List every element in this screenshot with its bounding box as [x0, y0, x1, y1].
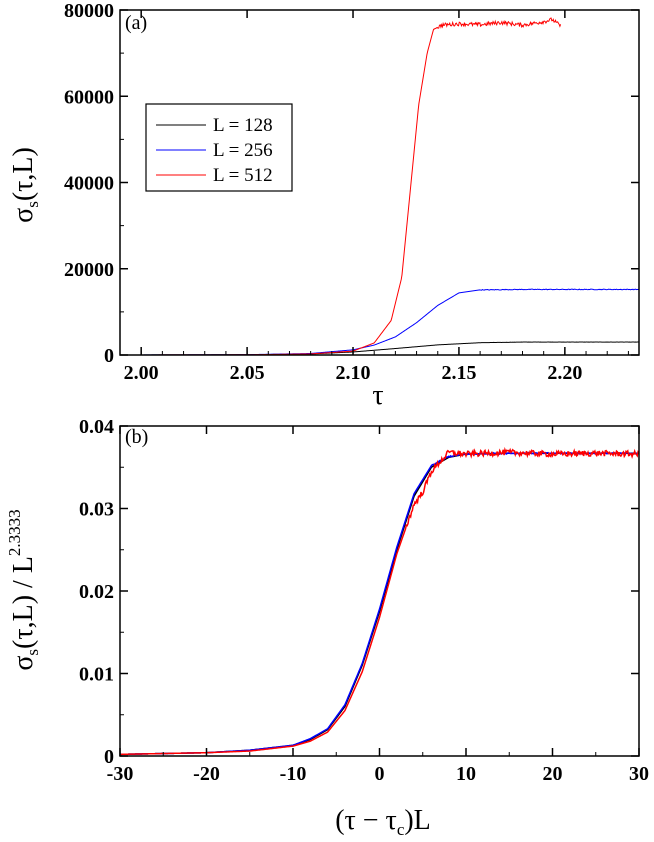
- panel-a-ticks: 2.00 2.05 2.10 2.15 2.20 0 20000 40000 60000 8000…: [64, 0, 639, 384]
- legend-box: [145, 103, 293, 192]
- x-tick-label: 10: [456, 763, 476, 785]
- panel-b-x-label-rest: )L: [404, 805, 430, 836]
- panel-b-series: [119, 446, 640, 756]
- panel-b: -30 -20 -10 0 10 20 30 0 0.01 0.02 0.03 0.04 (b) (τ…: [5, 416, 649, 839]
- panel-b-y-label-sigma: σ: [8, 656, 39, 671]
- x-tick-label: 2.10: [336, 362, 371, 384]
- legend: L = 128 L = 256 L = 512: [145, 103, 293, 192]
- x-tick-label: -30: [107, 763, 134, 785]
- x-tick-label: -10: [280, 763, 307, 785]
- panel-b-x-label-main: (τ − τ: [335, 805, 397, 836]
- y-tick-label: 0: [104, 746, 114, 768]
- panel-a-tag: (a): [125, 12, 147, 34]
- x-tick-label: 0: [375, 763, 385, 785]
- y-tick-label: 0.02: [79, 581, 114, 603]
- series-line-0: [119, 452, 639, 756]
- panel-a-y-label-rest: (τ,L): [8, 147, 39, 201]
- panel-b-y-label-rest: (τ,L) / L: [8, 556, 39, 649]
- panel-b-tag: (b): [125, 426, 148, 448]
- y-tick-label: 0.01: [79, 664, 114, 686]
- x-tick-label: -20: [193, 763, 220, 785]
- panel-a-y-label-sigma: σ: [8, 208, 39, 223]
- panel-a-y-label-sub: s: [23, 201, 42, 208]
- series-line-0: [120, 341, 640, 356]
- panel-b-x-axis-label: (τ − τc)L: [335, 805, 431, 839]
- y-tick-label: 80000: [64, 0, 114, 22]
- panel-b-y-axis-label: σs(τ,L) / L2.3333: [5, 509, 42, 670]
- panel-a-y-axis-label: σs(τ,L): [8, 147, 42, 223]
- panel-b-y-label-sup: 2.3333: [5, 509, 24, 556]
- legend-label-l512: L = 512: [213, 165, 273, 186]
- x-tick-label: 2.20: [547, 362, 582, 384]
- series-line-1: [119, 451, 640, 756]
- panel-b-y-label-sub: s: [23, 649, 42, 656]
- series-line-2: [119, 446, 640, 756]
- y-tick-label: 0.04: [79, 416, 114, 438]
- x-tick-label: 20: [543, 763, 563, 785]
- legend-label-l128: L = 128: [213, 115, 273, 136]
- y-tick-label: 60000: [64, 86, 114, 108]
- x-tick-label: 30: [629, 763, 649, 785]
- panel-a-x-axis-label: τ: [372, 380, 383, 411]
- panel-b-x-label-sub: c: [397, 820, 405, 839]
- legend-label-l256: L = 256: [213, 140, 273, 161]
- x-tick-label: 2.15: [441, 362, 476, 384]
- panel-b-plot-frame: [119, 425, 640, 757]
- y-tick-label: 40000: [64, 173, 114, 195]
- y-tick-label: 0.03: [79, 499, 114, 521]
- x-tick-label: 2.05: [230, 362, 265, 384]
- y-tick-label: 20000: [64, 259, 114, 281]
- series-line-1: [120, 288, 640, 356]
- x-tick-label: 2.00: [124, 362, 159, 384]
- panel-a: 2.00 2.05 2.10 2.15 2.20 0 20000 40000 60000 8000…: [8, 0, 640, 411]
- panel-b-ticks: -30 -20 -10 0 10 20 30 0 0.01 0.02 0.03 0.04: [79, 416, 649, 785]
- y-tick-label: 0: [104, 345, 114, 367]
